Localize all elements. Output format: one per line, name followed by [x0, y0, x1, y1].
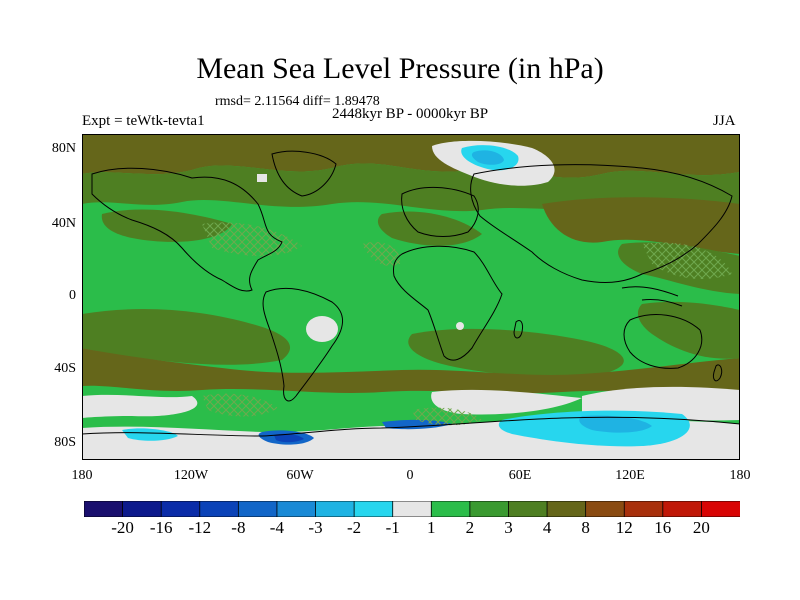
coast-greenland	[271, 150, 337, 197]
colorbar-label: 16	[654, 518, 672, 537]
season-label: JJA	[713, 113, 736, 129]
field-southern-ocean-white	[82, 394, 198, 418]
field-north-olive	[82, 134, 740, 178]
lat-label-40n: 40N	[51, 216, 76, 231]
lon-label-0: 0	[406, 468, 414, 483]
lat-label-80n: 80N	[51, 141, 76, 156]
field-pacific-south-dg	[637, 301, 740, 359]
colorbar-swatch	[701, 501, 740, 517]
colorbar-label: -8	[231, 518, 246, 537]
colorbar-label: 3	[504, 518, 513, 537]
stats-text: rmsd= 2.11564 diff= 1.89478	[215, 94, 380, 109]
field-south-olive	[82, 348, 740, 394]
coast-madagascar	[513, 319, 523, 339]
coast-north-america	[91, 167, 283, 292]
lat-label-80s: 80S	[54, 435, 76, 450]
colorbar-label: -1	[385, 518, 400, 537]
colorbar-label: 1	[427, 518, 436, 537]
colorbar-swatch	[546, 501, 587, 517]
coast-asia	[470, 164, 733, 283]
lon-label-120w: 120W	[173, 468, 209, 483]
colorbar-label: 8	[581, 518, 590, 537]
colorbar-label: -12	[188, 518, 212, 537]
colorbar-swatch	[469, 501, 510, 517]
field-indian-dg	[408, 328, 624, 377]
pressure-difference-map	[82, 134, 740, 460]
colorbar-label: 12	[615, 518, 633, 537]
lon-label-120e: 120E	[615, 468, 645, 483]
colorbar-swatch	[392, 501, 433, 517]
colorbar-label: -20	[111, 518, 134, 537]
lat-label-40s: 40S	[54, 361, 76, 376]
colorbar-swatch	[122, 501, 163, 517]
field-ross-darkblue	[274, 433, 304, 443]
colorbar-swatch	[84, 501, 124, 517]
colorbar-swatch	[199, 501, 240, 517]
colorbar-swatch	[276, 501, 317, 517]
field-arctic-blue	[471, 150, 504, 165]
field-south-band-dg	[82, 309, 291, 365]
colorbar-swatch	[585, 501, 626, 517]
colorbar-label: -4	[269, 518, 284, 537]
lon-label-180e: 180	[729, 468, 751, 483]
map-title: Mean Sea Level Pressure (in hPa)	[196, 52, 604, 85]
coast-south-america	[262, 287, 343, 402]
colorbar-swatch	[353, 501, 394, 517]
field-pacific-nw-dg	[101, 209, 232, 242]
field-greenland-white	[257, 174, 267, 182]
field-atlantic-dg	[377, 211, 482, 246]
colorbar-label: -2	[347, 518, 362, 537]
colorbar-swatch	[237, 501, 278, 517]
colorbar-swatch	[508, 501, 548, 517]
map-frame	[82, 134, 740, 460]
stipple-south-atlantic	[412, 407, 482, 426]
stipple-atlantic	[362, 242, 401, 266]
coast-indonesia	[621, 286, 683, 307]
field-samerica-white	[306, 316, 338, 342]
coast-africa	[393, 245, 503, 361]
coast-antarctica	[82, 416, 740, 437]
colorbar-label: -3	[308, 518, 323, 537]
stipple-north-atlantic	[202, 222, 302, 256]
colorbar-swatch	[623, 501, 664, 517]
period-subtitle: 2448kyr BP - 0000kyr BP	[331, 106, 489, 122]
colorbar-label: 4	[542, 518, 552, 537]
colorbar-swatch	[315, 501, 356, 517]
field-south-atl-white	[431, 389, 582, 415]
colorbar-label: 2	[465, 518, 475, 537]
colorbar	[84, 501, 740, 517]
lon-label-60e: 60E	[508, 468, 532, 483]
experiment-label: Expt = teWtk-tevta1	[82, 113, 205, 129]
colorbar-label: -16	[149, 518, 173, 537]
coast-new-zealand	[713, 364, 723, 382]
lat-label-0: 0	[69, 288, 76, 303]
stipple-west-pacific	[642, 242, 732, 279]
lon-label-180w: 180	[71, 468, 93, 483]
colorbar-label: 20	[692, 518, 710, 537]
field-north-darkgreen	[82, 163, 740, 212]
lon-label-60w: 60W	[286, 468, 314, 483]
field-africa-white	[456, 322, 464, 330]
colorbar-swatch	[160, 501, 201, 517]
coast-australia	[623, 314, 703, 369]
coast-europe	[401, 186, 479, 237]
coastlines	[82, 150, 740, 437]
field-amundsen-cyan	[122, 428, 178, 441]
colorbar-swatch	[430, 501, 471, 517]
field-asia-olive	[542, 197, 740, 254]
colorbar-swatch	[662, 501, 703, 517]
stipple-south-pacific	[202, 393, 278, 417]
field-antarctic-blue-east	[579, 415, 652, 433]
